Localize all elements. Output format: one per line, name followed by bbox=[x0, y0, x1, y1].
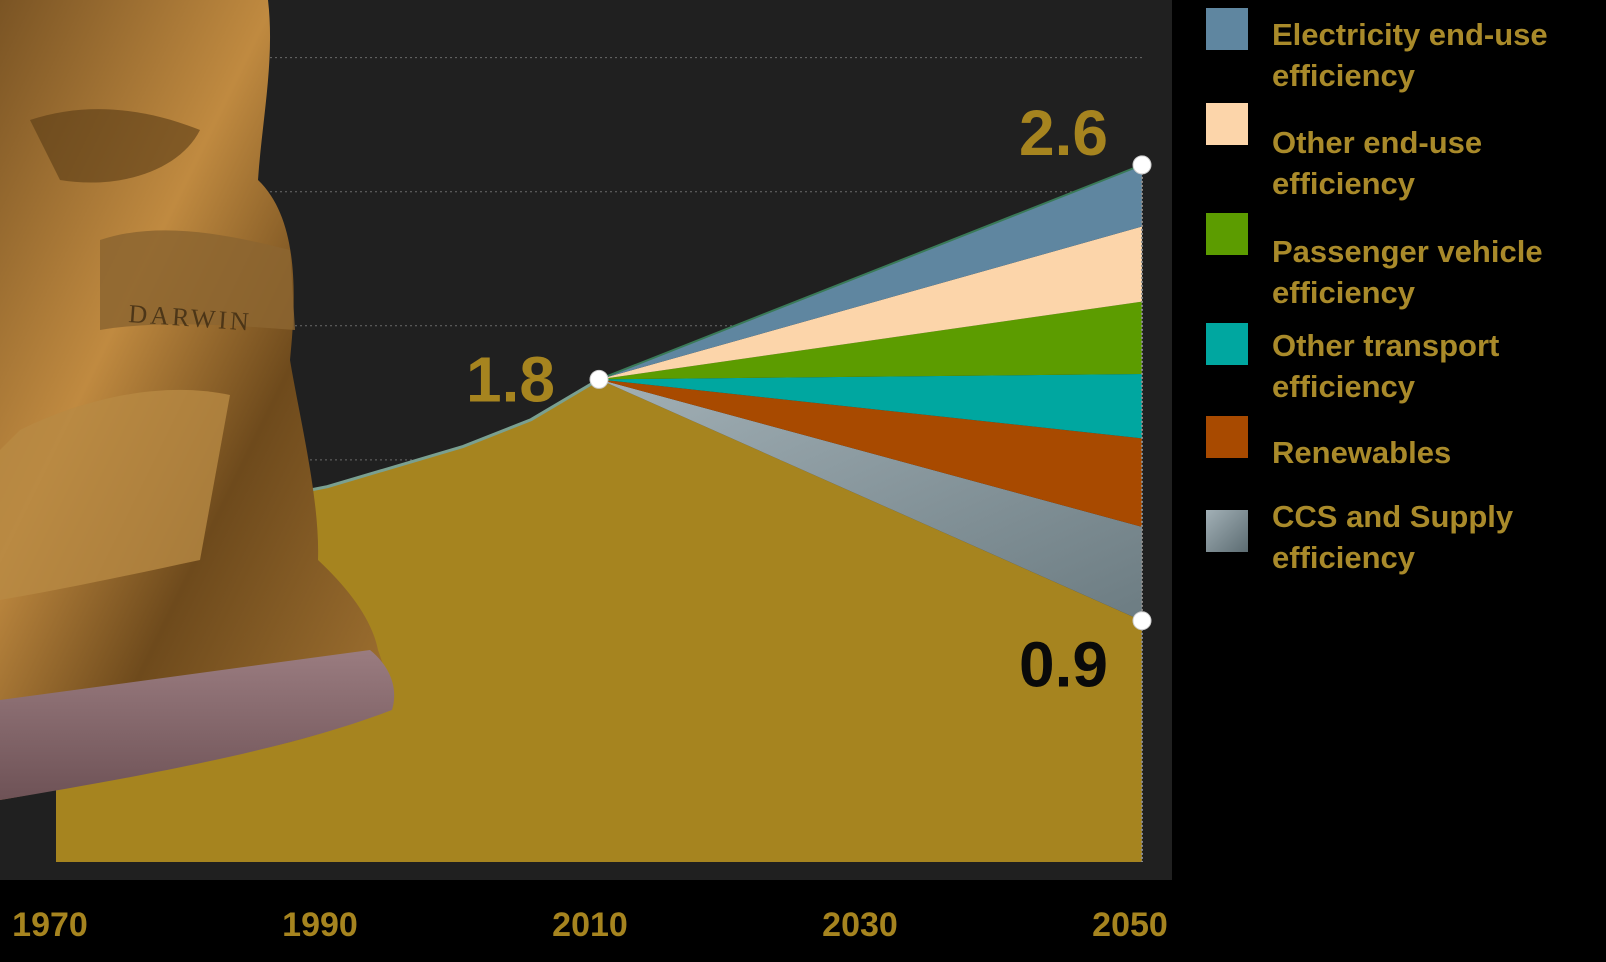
legend-label: CCS and Supply efficiency bbox=[1272, 499, 1514, 575]
marker-points bbox=[589, 155, 1152, 631]
legend-swatch bbox=[1206, 103, 1248, 145]
legend: Electricity end-use efficiency Other end… bbox=[1206, 0, 1606, 962]
wedge-renewables bbox=[599, 379, 1142, 527]
marker-point bbox=[1132, 611, 1152, 631]
wedge-ccs-and-supply-efficiency bbox=[599, 379, 1142, 621]
legend-label: Other end-use efficiency bbox=[1272, 125, 1483, 201]
darwin-statue-illustration: DARWIN bbox=[0, 0, 395, 800]
area-series bbox=[55, 163, 1143, 862]
value-label: 0.9 bbox=[1019, 629, 1108, 701]
legend-label: Renewables bbox=[1272, 435, 1452, 470]
x-tick-label: 2010 bbox=[552, 906, 628, 944]
x-axis: 1970 1990 2010 2030 2050 bbox=[12, 906, 1168, 944]
marker-point bbox=[589, 369, 609, 389]
legend-swatch bbox=[1206, 510, 1248, 552]
legend-label: Electricity end-use efficiency bbox=[1272, 17, 1548, 93]
x-tick-label: 2050 bbox=[1092, 906, 1168, 944]
x-tick-label: 1970 bbox=[12, 906, 88, 944]
value-labels: 1.8 2.6 0.9 bbox=[466, 97, 1108, 701]
legend-swatch bbox=[1206, 416, 1248, 458]
value-label: 1.8 bbox=[466, 343, 555, 415]
wedge-other-transport-efficiency bbox=[599, 374, 1142, 439]
marker-point bbox=[1132, 155, 1152, 175]
legend-swatch bbox=[1206, 8, 1248, 50]
wedge-passenger-vehicle-efficiency bbox=[599, 301, 1142, 380]
wedge-other-end-use-efficiency bbox=[599, 226, 1142, 380]
x-tick-label: 1990 bbox=[282, 906, 358, 944]
value-label: 2.6 bbox=[1019, 97, 1108, 169]
wedge-top-edge bbox=[598, 163, 1143, 381]
legend-label: Other transport efficiency bbox=[1272, 328, 1500, 404]
legend-swatch bbox=[1206, 213, 1248, 255]
legend-swatch bbox=[1206, 323, 1248, 365]
legend-label: Passenger vehicle efficiency bbox=[1272, 234, 1543, 310]
x-tick-label: 2030 bbox=[822, 906, 898, 944]
